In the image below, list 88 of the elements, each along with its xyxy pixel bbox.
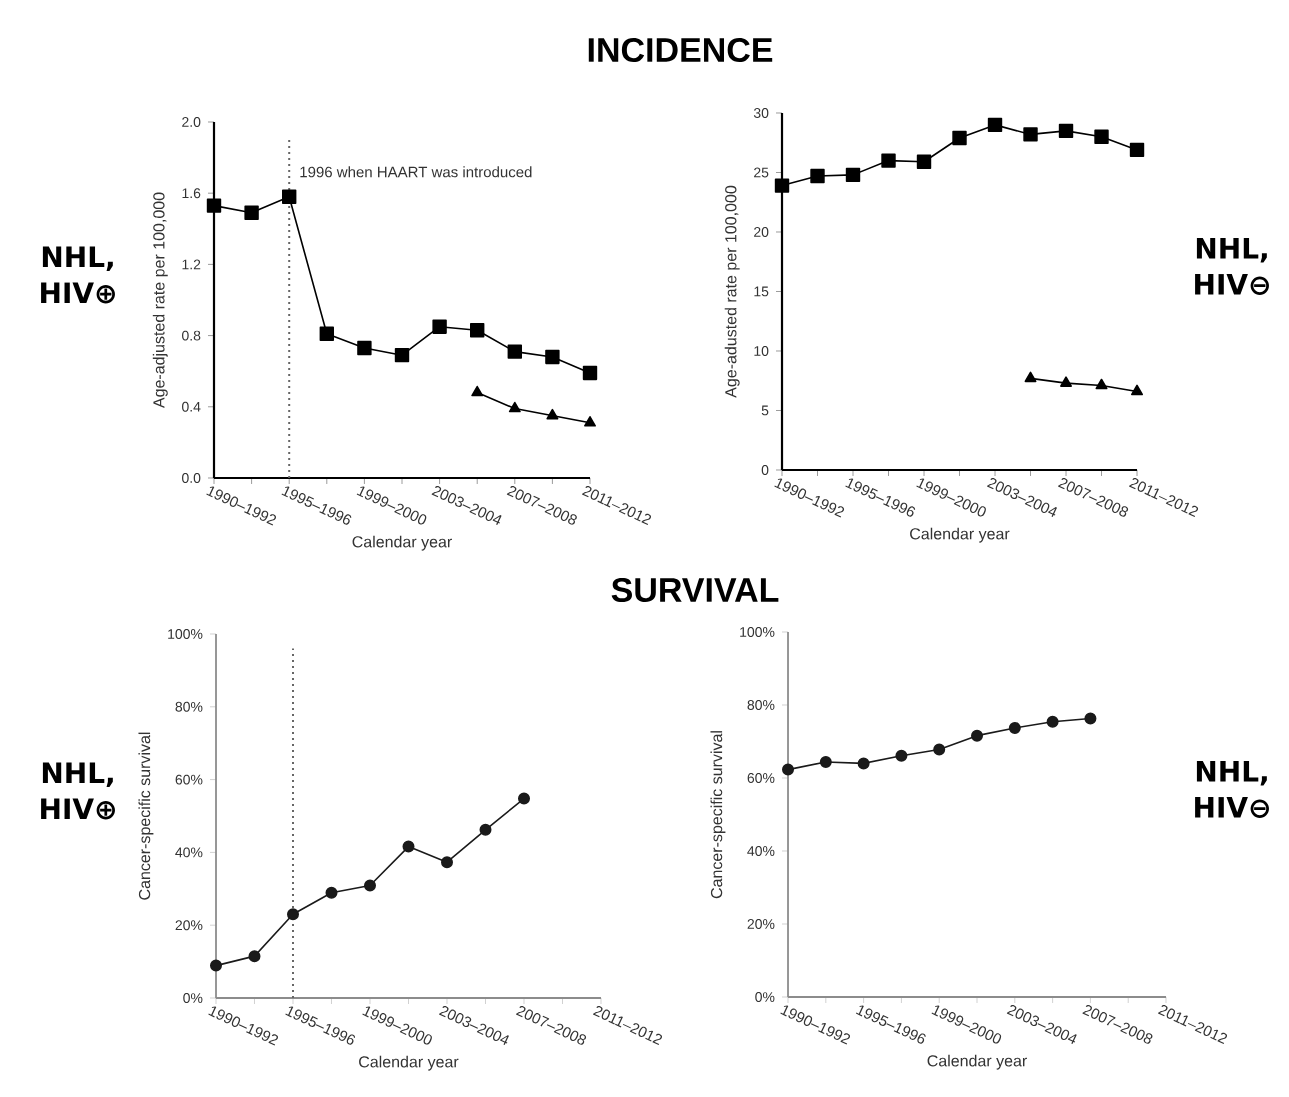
point	[895, 749, 908, 762]
y-tick-label: 0.4	[182, 401, 201, 412]
y-tick-label: 15	[754, 286, 769, 297]
point	[518, 792, 531, 805]
y-tick-label: 1.6	[182, 188, 201, 199]
point	[774, 178, 790, 193]
point	[206, 198, 222, 213]
y-tick-label: 40%	[747, 846, 775, 856]
point	[1008, 721, 1021, 734]
y-axis-title: Cancer-specific survival	[710, 731, 726, 899]
y-tick-label: 25	[754, 167, 769, 178]
y-tick-label: 0.0	[182, 473, 201, 483]
x-axis-title: Calendar year	[352, 535, 452, 551]
x-axis-title: Calendar year	[910, 527, 1010, 543]
point	[357, 340, 372, 356]
y-tick-label: 100%	[168, 629, 203, 639]
point	[210, 959, 222, 972]
ref-line-label: 1996 when HAART was introduced	[300, 166, 532, 178]
text: INCIDENCE	[588, 37, 773, 63]
point	[1046, 715, 1059, 728]
y-tick-label: 2.0	[182, 117, 201, 127]
y-tick-label: 60%	[747, 773, 775, 783]
point	[1058, 123, 1074, 139]
point	[582, 365, 598, 381]
y-tick-label: 80%	[175, 701, 203, 712]
text: NHL, HIV⊖	[1195, 761, 1269, 818]
point	[881, 153, 896, 168]
y-tick-label: 5	[761, 405, 769, 416]
point	[479, 823, 492, 836]
point	[1024, 371, 1037, 383]
y-axis-title: Age-adusted rate per 100,000	[724, 185, 740, 398]
point	[244, 205, 259, 220]
point	[364, 879, 376, 892]
y-tick-label: 80%	[747, 700, 775, 710]
point	[319, 326, 334, 342]
point	[394, 347, 410, 363]
point	[507, 344, 523, 359]
point	[441, 856, 453, 869]
y-axis-title: Cancer-specific survival	[138, 732, 154, 900]
point	[471, 385, 484, 397]
point	[508, 401, 521, 413]
point	[1094, 129, 1109, 144]
point	[432, 319, 447, 334]
point	[819, 755, 832, 768]
y-tick-label: 30	[753, 108, 769, 118]
y-axis-title: Age-adjusted rate per 100,000	[152, 192, 168, 409]
y-tick-label: 10	[754, 346, 769, 356]
point	[1023, 127, 1038, 142]
point	[916, 154, 932, 169]
point	[933, 743, 946, 756]
point	[282, 189, 297, 204]
point	[545, 349, 560, 365]
point	[248, 950, 261, 963]
text: NHL, HIV⊖	[1195, 238, 1269, 295]
y-tick-label: 100%	[740, 627, 775, 637]
text: NHL, HIV⊕	[41, 246, 115, 304]
y-tick-label: 20	[754, 227, 769, 237]
text: NHL, HIV⊕	[41, 762, 115, 820]
point	[1131, 384, 1144, 396]
y-tick-label: 1.2	[182, 259, 201, 270]
y-tick-label: 60%	[175, 774, 203, 785]
point	[845, 167, 861, 183]
point	[325, 886, 338, 899]
y-tick-label: 0.8	[182, 330, 201, 341]
point	[584, 416, 596, 427]
point	[1084, 712, 1097, 725]
point	[402, 840, 415, 853]
point	[952, 130, 967, 146]
y-tick-label: 0%	[183, 993, 203, 1003]
point	[810, 168, 825, 184]
y-tick-label: 20%	[175, 920, 203, 931]
y-tick-label: 40%	[175, 847, 203, 858]
point	[782, 763, 795, 776]
point	[287, 908, 299, 921]
point	[1060, 376, 1073, 387]
point	[546, 408, 559, 420]
point	[987, 117, 1003, 133]
point	[971, 729, 984, 742]
x-axis-title: Calendar year	[927, 1054, 1027, 1070]
point	[1129, 142, 1145, 158]
text: SURVIVAL	[611, 577, 779, 603]
point	[857, 757, 870, 770]
point	[1095, 378, 1108, 390]
y-tick-label: 0	[761, 465, 769, 475]
x-axis-title: Calendar year	[359, 1055, 459, 1071]
y-tick-label: 20%	[747, 919, 775, 929]
y-tick-label: 0%	[755, 992, 775, 1002]
point	[470, 323, 485, 338]
